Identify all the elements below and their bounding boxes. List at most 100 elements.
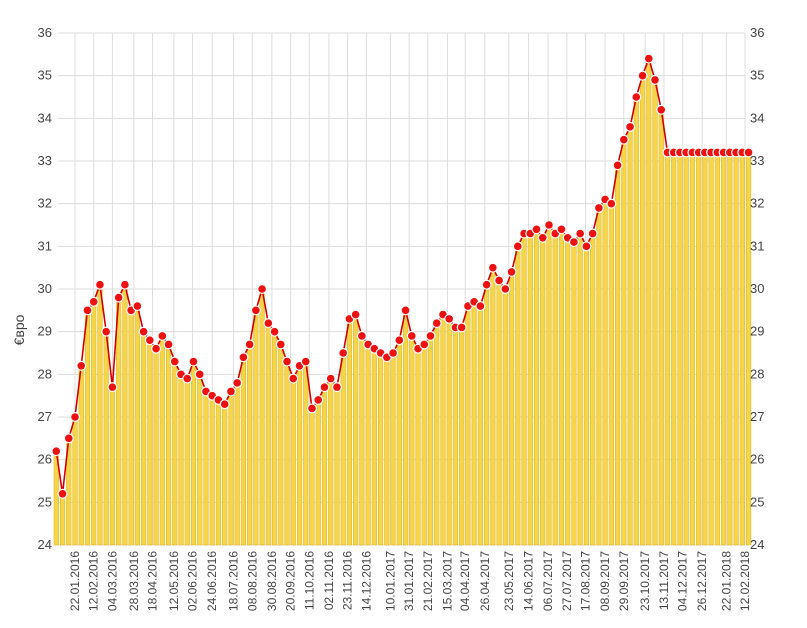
- x-tick-label: 14.12.2016: [359, 551, 373, 611]
- data-point: [325, 373, 336, 384]
- data-point: [219, 399, 230, 410]
- data-point: [618, 134, 629, 145]
- data-bar: [596, 207, 602, 546]
- data-point: [238, 352, 249, 363]
- data-bar: [409, 335, 415, 546]
- data-point: [431, 318, 442, 329]
- data-point: [394, 335, 405, 346]
- data-bar: [627, 126, 633, 546]
- data-bar: [702, 152, 708, 546]
- y-tick-label-left: 29: [38, 324, 52, 339]
- data-bar: [178, 374, 184, 546]
- data-point: [82, 305, 93, 316]
- data-point: [637, 70, 648, 81]
- data-point: [625, 121, 636, 132]
- data-bar: [97, 284, 103, 546]
- data-bar: [141, 331, 147, 546]
- data-bar: [521, 233, 527, 546]
- data-bar: [502, 288, 508, 546]
- data-bar: [745, 152, 752, 546]
- x-tick-label: 04.12.2017: [676, 551, 690, 611]
- data-bar: [440, 314, 446, 546]
- data-point: [506, 266, 517, 277]
- data-point: [94, 279, 105, 290]
- x-tick-label: 04.03.2016: [105, 551, 119, 611]
- data-bar: [59, 493, 66, 546]
- x-tick-label: 14.06.2017: [521, 551, 535, 611]
- data-bar: [583, 246, 590, 546]
- data-bar: [353, 314, 359, 546]
- data-bar: [184, 378, 190, 546]
- y-tick-label-left: 25: [38, 494, 52, 509]
- data-point: [400, 305, 411, 316]
- data-bar: [621, 139, 627, 546]
- data-point: [306, 403, 317, 414]
- data-bar: [552, 233, 558, 546]
- x-tick-label: 18.04.2016: [146, 551, 160, 611]
- data-point: [63, 433, 74, 444]
- data-point: [593, 202, 604, 213]
- data-bar: [465, 305, 471, 546]
- bars-layer: [53, 58, 752, 546]
- data-bar: [602, 199, 608, 546]
- data-bar: [321, 386, 328, 546]
- y-tick-label-left: 35: [38, 68, 52, 83]
- data-bar: [459, 327, 465, 546]
- data-point: [151, 343, 162, 354]
- x-tick-label: 29.09.2017: [617, 551, 631, 611]
- data-bar: [134, 305, 140, 546]
- y-tick-label-left: 31: [38, 238, 52, 253]
- data-point: [119, 279, 130, 290]
- data-point: [194, 369, 205, 380]
- data-bar: [116, 297, 122, 546]
- data-bar: [215, 399, 222, 546]
- data-bar: [546, 224, 552, 546]
- data-point: [568, 237, 579, 248]
- data-bar: [571, 241, 577, 546]
- data-bar: [78, 365, 84, 546]
- y-tick-label-left: 34: [38, 110, 52, 125]
- data-point: [138, 326, 149, 337]
- y-tick-label-left: 30: [38, 281, 52, 296]
- data-bar: [290, 378, 296, 546]
- data-bar: [72, 416, 78, 546]
- data-point: [356, 330, 367, 341]
- data-point: [182, 373, 193, 384]
- data-bar: [646, 58, 652, 546]
- data-bar: [309, 408, 315, 546]
- data-point: [188, 356, 199, 367]
- data-point: [425, 330, 436, 341]
- data-point: [132, 301, 143, 312]
- data-bar: [122, 284, 128, 546]
- data-bar: [614, 164, 621, 546]
- x-tick-label: 30.08.2016: [265, 551, 279, 611]
- x-tick-label: 02.06.2016: [186, 551, 200, 611]
- data-point: [76, 360, 87, 371]
- data-bar: [209, 395, 215, 546]
- data-bar: [390, 352, 396, 546]
- data-bar: [147, 339, 153, 546]
- x-tick-label: 15.03.2017: [440, 551, 454, 611]
- x-tick-label: 11.10.2016: [302, 551, 316, 610]
- y-tick-label-right: 30: [750, 281, 764, 296]
- x-tick-label: 26.04.2017: [478, 551, 492, 611]
- data-point: [531, 224, 542, 235]
- data-point: [225, 386, 236, 397]
- x-tick-label: 12.05.2016: [167, 551, 181, 611]
- data-bar: [733, 152, 739, 546]
- data-bar: [340, 352, 346, 546]
- data-bar: [328, 378, 334, 546]
- data-bar: [234, 382, 240, 546]
- data-bar: [677, 152, 683, 546]
- y-tick-label-right: 29: [750, 324, 764, 339]
- data-bar: [315, 399, 321, 546]
- y-tick-label-right: 28: [750, 366, 764, 381]
- data-point: [575, 228, 586, 239]
- data-bar: [671, 152, 677, 546]
- data-point: [250, 305, 261, 316]
- data-bar: [664, 152, 671, 546]
- data-bar: [446, 318, 452, 546]
- data-point: [263, 318, 274, 329]
- x-tick-label: 02.11.2016: [322, 551, 336, 610]
- data-point: [631, 91, 642, 102]
